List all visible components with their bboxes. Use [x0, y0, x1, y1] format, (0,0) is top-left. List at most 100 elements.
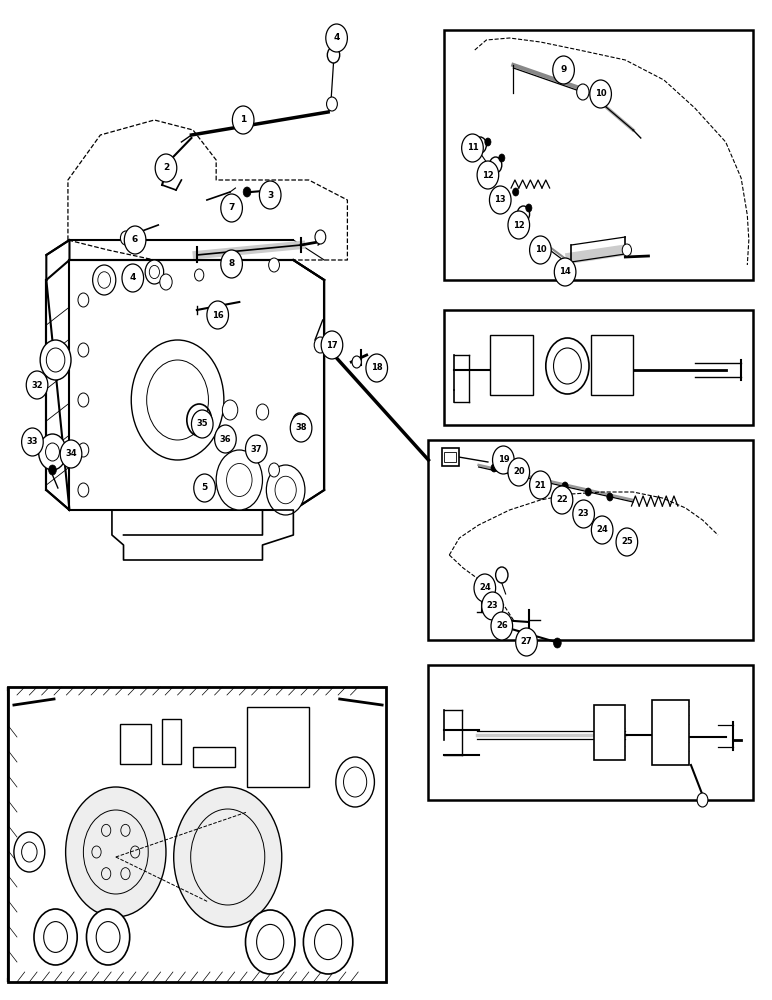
Circle shape [303, 910, 353, 974]
Circle shape [315, 230, 326, 244]
Circle shape [216, 450, 262, 510]
Circle shape [232, 106, 254, 134]
Text: 21: 21 [534, 481, 547, 489]
Bar [247, 707, 309, 787]
Circle shape [489, 186, 511, 214]
Circle shape [485, 138, 491, 146]
Text: 10: 10 [594, 90, 607, 99]
Text: 8: 8 [229, 259, 235, 268]
Text: 7: 7 [229, 204, 235, 213]
Circle shape [474, 574, 496, 602]
Circle shape [554, 258, 576, 286]
Circle shape [352, 356, 361, 368]
Circle shape [491, 464, 497, 472]
Circle shape [591, 516, 613, 544]
Circle shape [607, 493, 613, 501]
Circle shape [562, 482, 568, 490]
Text: 1: 1 [240, 115, 246, 124]
Circle shape [221, 194, 242, 222]
Circle shape [269, 258, 279, 272]
Text: 16: 16 [212, 310, 224, 320]
Circle shape [131, 340, 224, 460]
Bar [193, 747, 235, 767]
Circle shape [194, 474, 215, 502]
Text: 24: 24 [479, 584, 491, 592]
Text: 14: 14 [559, 267, 571, 276]
Circle shape [314, 337, 327, 353]
Circle shape [508, 211, 530, 239]
Circle shape [697, 793, 708, 807]
Text: 18: 18 [371, 363, 383, 372]
Text: 11: 11 [466, 143, 479, 152]
Text: 23: 23 [577, 510, 590, 518]
Circle shape [122, 264, 144, 292]
Bar [594, 705, 625, 760]
Circle shape [39, 434, 66, 470]
Circle shape [78, 483, 89, 497]
Circle shape [516, 628, 537, 656]
Text: 23: 23 [486, 601, 499, 610]
Circle shape [86, 909, 130, 965]
Text: 20: 20 [513, 468, 525, 477]
Text: 5: 5 [201, 484, 208, 492]
Circle shape [145, 260, 164, 284]
Circle shape [554, 638, 561, 648]
Circle shape [191, 410, 213, 438]
Circle shape [93, 265, 116, 295]
Circle shape [327, 97, 337, 111]
Circle shape [491, 612, 513, 640]
Text: 4: 4 [334, 33, 340, 42]
Circle shape [510, 469, 516, 477]
Circle shape [499, 154, 505, 162]
Circle shape [321, 331, 343, 359]
Circle shape [120, 231, 131, 245]
Circle shape [78, 293, 89, 307]
Circle shape [221, 250, 242, 278]
Circle shape [477, 161, 499, 189]
Circle shape [513, 188, 519, 196]
Circle shape [245, 910, 295, 974]
Bar [428, 440, 753, 640]
Circle shape [585, 488, 591, 496]
Circle shape [40, 340, 71, 380]
Circle shape [223, 427, 234, 441]
Circle shape [590, 80, 611, 108]
Circle shape [124, 226, 146, 254]
Text: 32: 32 [31, 380, 43, 389]
Circle shape [195, 269, 204, 281]
Text: 19: 19 [497, 456, 510, 464]
Circle shape [482, 592, 503, 620]
Circle shape [49, 465, 56, 475]
Bar [652, 700, 689, 765]
Circle shape [259, 181, 281, 209]
Circle shape [256, 404, 269, 420]
Text: 9: 9 [560, 66, 567, 75]
Text: 37: 37 [251, 444, 262, 454]
Text: 4: 4 [130, 273, 136, 282]
Text: 12: 12 [513, 221, 525, 230]
Text: 13: 13 [494, 196, 506, 205]
Circle shape [222, 400, 238, 420]
Bar [162, 719, 181, 764]
Text: 3: 3 [267, 190, 273, 200]
Bar [428, 665, 753, 800]
Bar [490, 335, 533, 395]
Circle shape [78, 343, 89, 357]
Circle shape [245, 435, 267, 463]
Circle shape [266, 465, 305, 515]
Text: 17: 17 [326, 340, 338, 350]
Bar [8, 687, 386, 982]
Circle shape [269, 463, 279, 477]
Circle shape [508, 458, 530, 486]
Circle shape [551, 486, 573, 514]
Circle shape [14, 832, 45, 872]
Circle shape [155, 154, 177, 182]
Circle shape [577, 84, 589, 100]
Text: 34: 34 [65, 450, 77, 458]
Circle shape [546, 338, 589, 394]
Text: 24: 24 [596, 526, 608, 534]
Circle shape [26, 371, 48, 399]
Circle shape [526, 204, 532, 212]
Circle shape [327, 47, 340, 63]
Circle shape [78, 393, 89, 407]
